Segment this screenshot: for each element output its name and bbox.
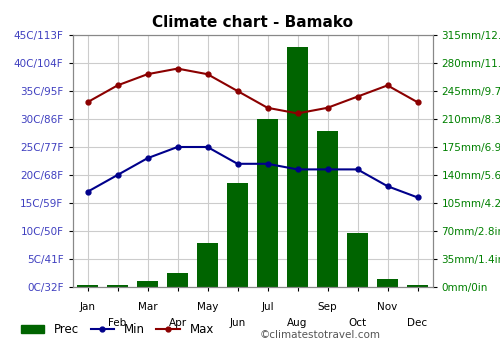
Text: Sep: Sep xyxy=(318,302,338,312)
Text: Oct: Oct xyxy=(348,318,366,328)
Text: Nov: Nov xyxy=(378,302,398,312)
Bar xyxy=(167,273,188,287)
Bar xyxy=(317,131,338,287)
Text: Apr: Apr xyxy=(168,318,186,328)
Text: Dec: Dec xyxy=(408,318,428,328)
Bar xyxy=(197,243,218,287)
Bar xyxy=(287,47,308,287)
Bar xyxy=(137,281,158,287)
Title: Climate chart - Bamako: Climate chart - Bamako xyxy=(152,15,353,30)
Text: ©climatestotravel.com: ©climatestotravel.com xyxy=(260,329,381,340)
Bar xyxy=(347,233,368,287)
Text: Aug: Aug xyxy=(288,318,308,328)
Bar xyxy=(407,285,428,287)
Text: Jan: Jan xyxy=(80,302,96,312)
Legend: Prec, Min, Max: Prec, Min, Max xyxy=(16,318,218,341)
Text: Jul: Jul xyxy=(261,302,274,312)
Text: Jun: Jun xyxy=(230,318,246,328)
Bar xyxy=(377,279,398,287)
Bar xyxy=(77,285,98,287)
Text: May: May xyxy=(197,302,218,312)
Text: Feb: Feb xyxy=(108,318,126,328)
Bar xyxy=(107,285,128,287)
Bar xyxy=(257,119,278,287)
Text: Mar: Mar xyxy=(138,302,158,312)
Bar xyxy=(227,183,248,287)
